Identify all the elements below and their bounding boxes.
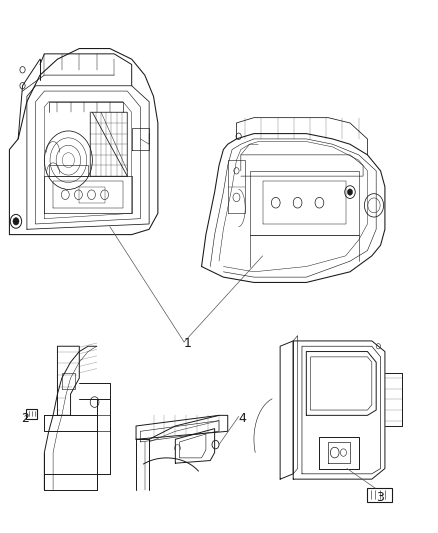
Text: 3: 3	[376, 491, 384, 504]
Text: 2: 2	[21, 411, 28, 424]
Circle shape	[347, 189, 353, 195]
Text: 4: 4	[239, 411, 247, 424]
FancyBboxPatch shape	[26, 409, 37, 418]
Text: 1: 1	[184, 337, 192, 350]
FancyBboxPatch shape	[367, 488, 392, 502]
Circle shape	[13, 217, 19, 225]
